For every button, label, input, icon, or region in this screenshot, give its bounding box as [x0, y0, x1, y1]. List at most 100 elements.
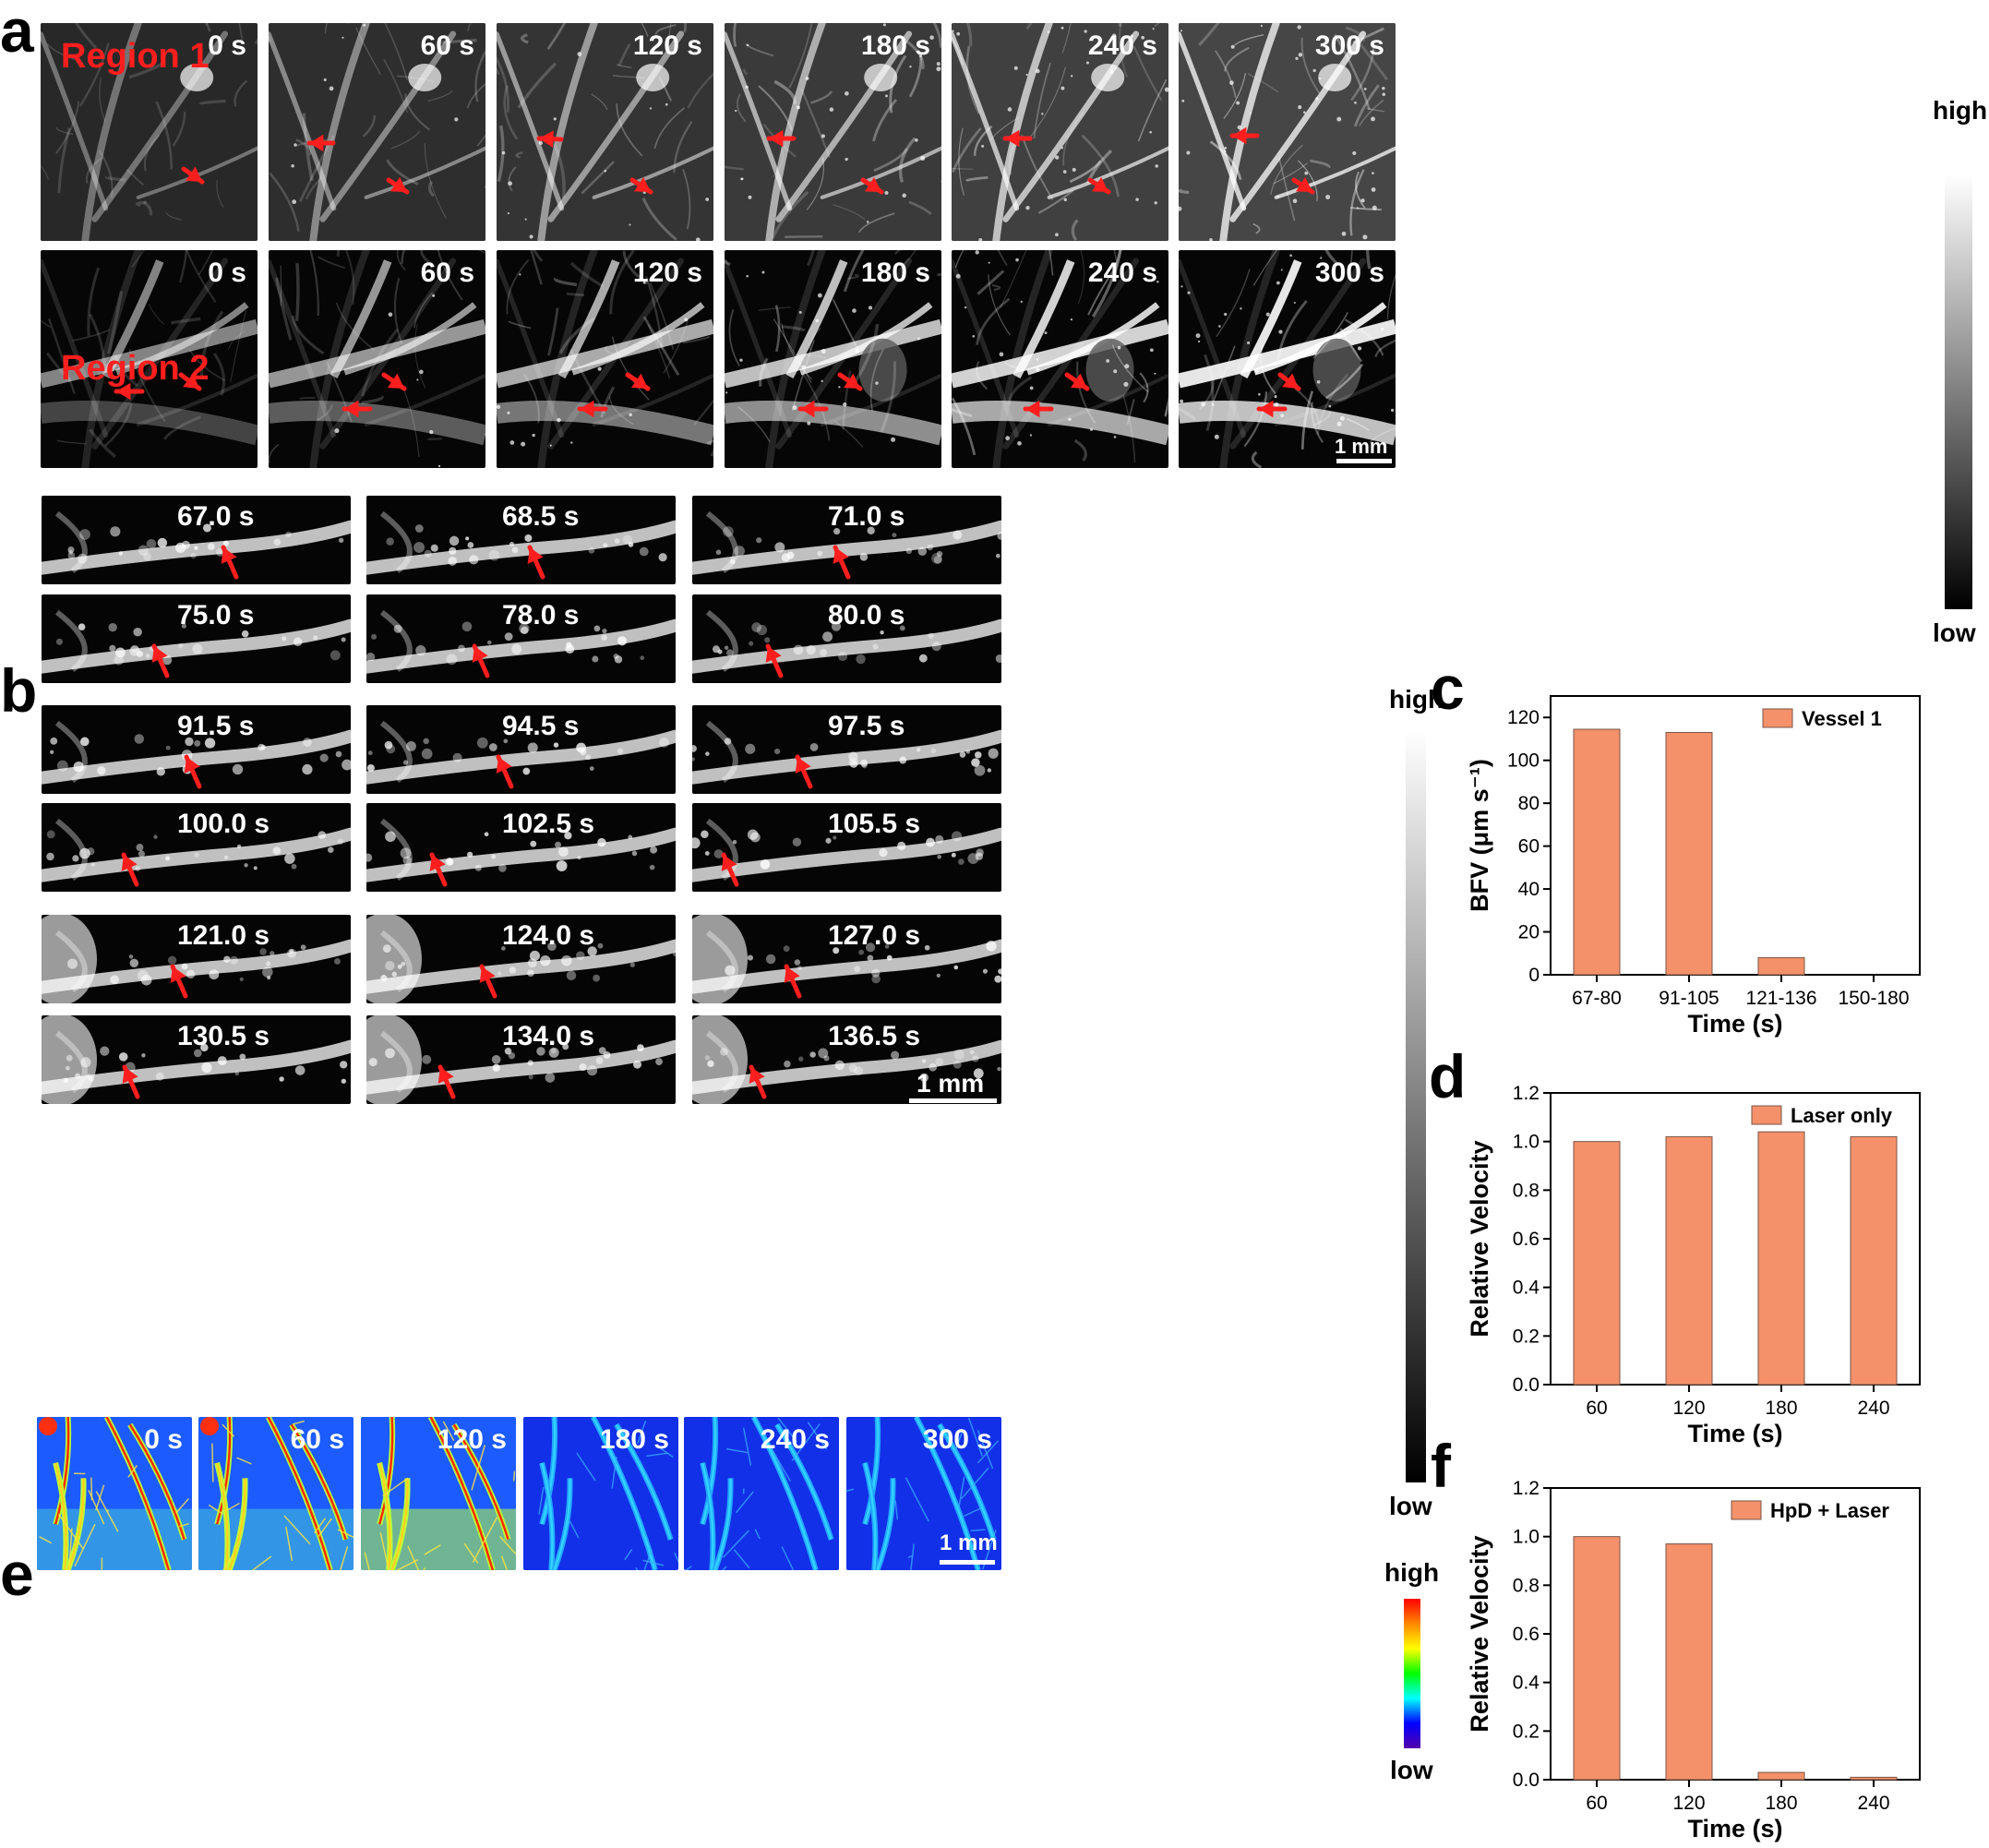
red-arrow-icon	[1291, 176, 1315, 195]
red-arrow-icon	[784, 964, 802, 999]
panel-a-region1-t1-image	[269, 23, 485, 241]
panel-a-colorbar-high: high	[1933, 96, 1988, 125]
red-arrow-icon	[437, 1064, 456, 1099]
panel-b-frame-0: 67.0 s	[42, 496, 351, 584]
panel-b-frame-7-time-label: 94.5 s	[502, 711, 580, 741]
y-axis-label: Relative Velocity	[1466, 1535, 1493, 1732]
panel-a-region2-t1-time-label: 60 s	[420, 258, 474, 288]
panel-a-region1-t3-time-label: 180 s	[860, 30, 930, 61]
plot-frame	[1550, 695, 1921, 976]
bar	[1757, 1771, 1805, 1781]
panel-b-frame-2-image	[692, 510, 1001, 580]
panel-a-region1-t3: 180 s	[725, 23, 941, 241]
bar	[1850, 1135, 1898, 1386]
red-arrow-icon	[1023, 400, 1054, 418]
panel-label-e: e	[0, 1540, 34, 1608]
red-arrow-icon	[122, 1064, 140, 1099]
x-axis-label: Time (s)	[1687, 1420, 1782, 1447]
x-tick-label: 150-180	[1838, 988, 1909, 1009]
legend-label: HpD + Laser	[1770, 1499, 1889, 1522]
red-arrow-icon	[1229, 126, 1260, 145]
x-tick-label: 91-105	[1659, 988, 1719, 1009]
panel-b-frame-10-time-label: 102.5 s	[502, 809, 595, 839]
panel-e-frame-4-time-label: 240 s	[760, 1424, 830, 1455]
panel-label-f: f	[1431, 1432, 1451, 1500]
panel-a-region1-t4-image	[952, 23, 1168, 241]
y-tick-label: 1.0	[1513, 1132, 1540, 1153]
x-tick-label: 121-136	[1745, 988, 1816, 1009]
red-arrow-icon	[1087, 176, 1111, 195]
panel-a-scale-bar	[1336, 459, 1392, 463]
panel-a-region2-t3-image	[725, 250, 941, 468]
y-tick-label: 0.4	[1513, 1673, 1540, 1694]
panel-b-frame-15-image	[42, 1015, 351, 1104]
red-arrow-icon	[837, 372, 863, 391]
panel-a-region1-t1-time-label: 60 s	[420, 30, 474, 61]
panel-a-region1-t5-time-label: 300 s	[1314, 30, 1384, 61]
y-tick-label: 0.2	[1513, 1721, 1540, 1742]
red-arrow-icon	[749, 1064, 767, 1099]
region-1-label: Region 1	[61, 37, 210, 76]
panel-label-d: d	[1429, 1042, 1467, 1110]
red-arrow-icon	[766, 129, 797, 148]
y-tick-label: 0.8	[1513, 1575, 1540, 1596]
panel-e-frame-2-time-label: 120 s	[437, 1424, 507, 1455]
panel-b-frame-6-image	[42, 720, 351, 789]
panel-b-frame-2: 71.0 s	[692, 496, 1001, 584]
panel-b-frame-0-time-label: 67.0 s	[177, 501, 255, 532]
red-arrow-icon	[178, 372, 202, 391]
panel-a-region1-t2-time-label: 120 s	[632, 30, 702, 61]
red-arrow-icon	[721, 852, 739, 887]
panel-b-frame-5-time-label: 80.0 s	[828, 600, 905, 630]
y-tick-label: 0.4	[1513, 1278, 1540, 1299]
red-arrow-icon	[341, 400, 373, 418]
bar	[1573, 1536, 1621, 1781]
panel-label-c: c	[1431, 654, 1465, 722]
chart-d: 0.0 0.2 0.4 0.6 0.8 1.0 1.2 60 120 180 240 Time (s)…	[1466, 1083, 1921, 1447]
y-tick-label: 0.8	[1513, 1180, 1540, 1201]
y-tick-label: 1.2	[1513, 1083, 1540, 1104]
panel-b-frame-13: 124.0 s	[366, 915, 676, 1003]
panel-b-frame-14: 127.0 s	[692, 915, 1001, 1003]
panel-b-scale-label: 1 mm	[917, 1069, 985, 1098]
x-tick-label: 240	[1857, 1398, 1889, 1419]
panel-a-region1-t0-image	[41, 23, 258, 241]
panel-b-frame-1: 68.5 s	[366, 496, 676, 584]
chart-c: 0 20 40 60 80 100 120 67-80 91-105 121-136 150-180…	[1466, 695, 1921, 1038]
panel-e-frame-3-time-label: 180 s	[599, 1424, 669, 1455]
panel-e-frame-0-image	[37, 1417, 192, 1570]
bar	[1573, 728, 1621, 976]
y-tick-label: 0	[1528, 965, 1540, 986]
panel-b-frame-17: 136.5 s	[692, 1015, 1001, 1104]
panel-label-a: a	[0, 0, 34, 65]
y-tick-label: 1.2	[1513, 1478, 1540, 1499]
bar	[1573, 1141, 1621, 1386]
panel-a-region1-t4: 240 s	[952, 23, 1168, 241]
legend-swatch	[1751, 1105, 1782, 1125]
panel-b-frame-9-time-label: 100.0 s	[177, 809, 270, 839]
panel-b-frame-13-time-label: 124.0 s	[502, 920, 595, 951]
panel-b-frame-7: 94.5 s	[366, 705, 676, 794]
panel-b-frame-9-image	[42, 818, 351, 887]
panel-a-region2-t2: 120 s	[497, 250, 713, 468]
x-tick-label: 67-80	[1572, 988, 1622, 1009]
red-arrow-icon	[181, 166, 205, 185]
x-tick-label: 180	[1765, 1398, 1797, 1419]
panel-e-scale-bar	[940, 1560, 995, 1565]
x-tick-label: 60	[1586, 1398, 1607, 1419]
panel-b-frame-4-image	[366, 609, 676, 678]
panel-b-frame-5: 80.0 s	[692, 594, 1001, 683]
x-tick-label: 120	[1672, 1398, 1705, 1419]
y-tick-label: 0.6	[1513, 1624, 1540, 1645]
y-tick-label: 1.0	[1513, 1527, 1540, 1548]
panel-a-colorbar-low: low	[1933, 618, 1976, 647]
panel-b-frame-16-image	[366, 1015, 676, 1104]
red-arrow-icon	[629, 176, 653, 195]
panel-b-frame-6: 91.5 s	[42, 705, 351, 794]
panel-b-frame-3-time-label: 75.0 s	[177, 600, 255, 630]
panel-label-b: b	[0, 656, 38, 725]
panel-e-frame-4: 240 s	[684, 1417, 839, 1570]
panel-b-frame-6-time-label: 91.5 s	[177, 711, 255, 741]
panel-e-colorbar-low: low	[1390, 1756, 1433, 1784]
y-axis-label: BFV (μm s⁻¹)	[1466, 759, 1493, 912]
